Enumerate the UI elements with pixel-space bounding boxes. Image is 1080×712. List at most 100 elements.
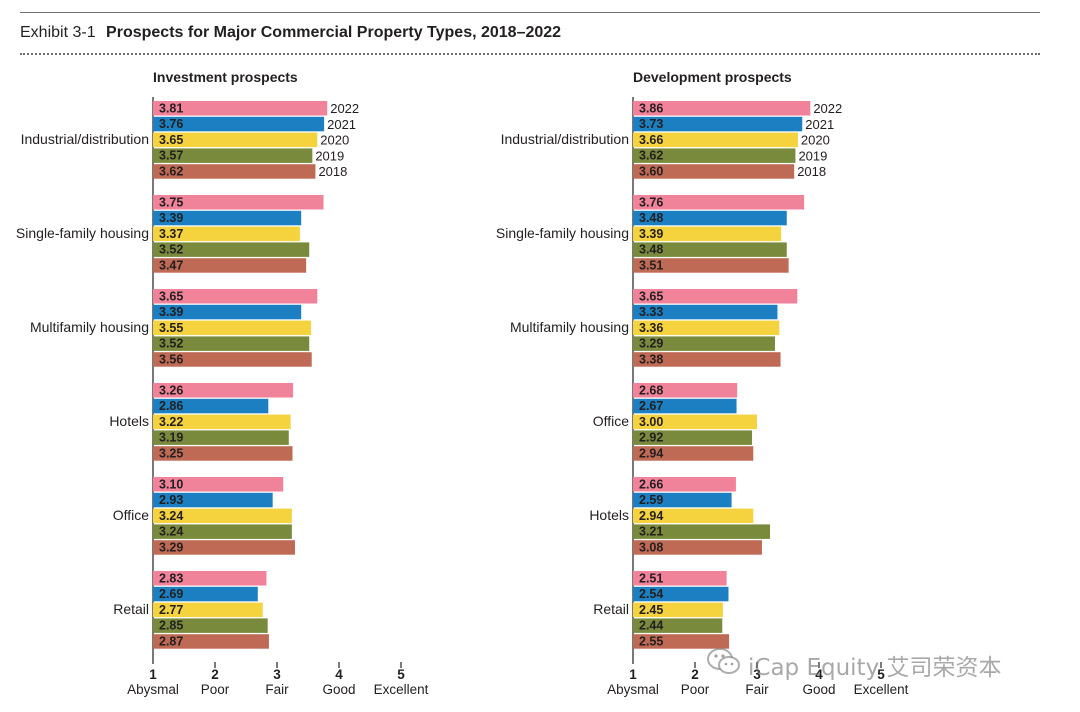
bar-value-label: 2.94 — [639, 509, 663, 523]
x-tick-word: Fair — [265, 682, 289, 697]
bar-2019 — [633, 336, 775, 351]
bar-2020 — [633, 320, 780, 336]
bar-value-label: 3.21 — [639, 525, 663, 539]
bar-2018 — [153, 540, 295, 555]
bar-value-label: 3.48 — [639, 211, 663, 225]
bar-value-label: 2.44 — [639, 619, 663, 633]
category-label: Retail — [593, 601, 629, 617]
bar-value-label: 3.76 — [159, 117, 183, 131]
bar-value-label: 2.77 — [159, 603, 183, 617]
x-tick-number: 5 — [877, 667, 885, 682]
bar-2021 — [633, 116, 803, 132]
year-label: 2020 — [320, 133, 349, 148]
x-tick-number: 4 — [335, 667, 343, 682]
bar-value-label: 2.94 — [639, 447, 663, 461]
category-label: Office — [113, 507, 150, 523]
bar-value-label: 2.59 — [639, 493, 663, 507]
bar-2021 — [153, 492, 273, 508]
bar-value-label: 3.29 — [159, 541, 183, 555]
bar-value-label: 2.45 — [639, 603, 663, 617]
bar-2021 — [633, 210, 787, 226]
bar-2022 — [633, 101, 811, 116]
x-tick-number: 2 — [211, 667, 219, 682]
x-tick-word: Good — [322, 682, 355, 697]
x-tick-word: Excellent — [374, 682, 429, 697]
bar-value-label: 3.65 — [639, 289, 663, 303]
bar-2018 — [633, 446, 754, 461]
category-label: Industrial/distribution — [501, 131, 629, 147]
bar-value-label: 3.51 — [639, 259, 663, 273]
x-tick-word: Fair — [745, 682, 769, 697]
category-label: Hotels — [589, 507, 629, 523]
year-label: 2021 — [805, 117, 834, 132]
category-label: Multifamily housing — [510, 319, 629, 335]
bar-2018 — [153, 258, 307, 273]
top-rule — [20, 12, 1040, 13]
x-tick-word: Poor — [201, 682, 230, 697]
bar-value-label: 2.67 — [639, 399, 663, 413]
bar-value-label: 3.60 — [639, 165, 663, 179]
x-tick-number: 3 — [273, 667, 281, 682]
bar-value-label: 2.93 — [159, 493, 183, 507]
bar-2021 — [153, 116, 325, 132]
bar-2018 — [153, 352, 312, 367]
bar-2019 — [153, 524, 292, 539]
bar-value-label: 2.85 — [159, 619, 183, 633]
year-label: 2022 — [330, 101, 359, 116]
bar-value-label: 3.39 — [639, 227, 663, 241]
bar-value-label: 3.33 — [639, 305, 663, 319]
year-label: 2019 — [798, 148, 827, 163]
category-label: Industrial/distribution — [21, 131, 149, 147]
bar-value-label: 3.66 — [639, 133, 663, 147]
bar-2020 — [153, 132, 318, 148]
bar-value-label: 2.68 — [639, 383, 663, 397]
bar-value-label: 3.76 — [639, 195, 663, 209]
bar-2020 — [153, 226, 300, 242]
bar-value-label: 2.83 — [159, 571, 183, 585]
bar-2019 — [633, 148, 796, 163]
bar-2022 — [153, 195, 324, 210]
exhibit-label: Exhibit 3-1 — [20, 24, 96, 41]
bar-2019 — [153, 242, 310, 257]
bar-value-label: 3.37 — [159, 227, 183, 241]
bar-2022 — [153, 477, 284, 492]
category-label: Multifamily housing — [30, 319, 149, 335]
bar-2021 — [153, 586, 258, 602]
bar-2022 — [153, 571, 267, 586]
bar-value-label: 3.62 — [159, 165, 183, 179]
bar-2019 — [633, 430, 753, 445]
bar-2021 — [633, 492, 732, 508]
bar-value-label: 2.92 — [639, 431, 663, 445]
bar-2018 — [153, 634, 269, 649]
bar-2021 — [153, 304, 302, 320]
bar-2022 — [633, 289, 798, 304]
bar-value-label: 2.51 — [639, 571, 663, 585]
bar-value-label: 2.69 — [159, 587, 183, 601]
bar-value-label: 3.38 — [639, 353, 663, 367]
bar-2020 — [153, 414, 291, 430]
year-label: 2022 — [813, 101, 842, 116]
bar-value-label: 3.65 — [159, 133, 183, 147]
bar-value-label: 3.26 — [159, 383, 183, 397]
bar-value-label: 3.55 — [159, 321, 183, 335]
bar-2020 — [633, 414, 757, 430]
year-label: 2018 — [797, 164, 826, 179]
bar-2019 — [633, 618, 723, 633]
bar-2018 — [153, 446, 293, 461]
year-label: 2018 — [318, 164, 347, 179]
bar-value-label: 3.22 — [159, 415, 183, 429]
bar-2019 — [633, 524, 771, 539]
bar-2019 — [153, 336, 310, 351]
bar-value-label: 2.66 — [639, 477, 663, 491]
bar-value-label: 2.55 — [639, 635, 663, 649]
bar-value-label: 3.29 — [639, 337, 663, 351]
bar-value-label: 3.48 — [639, 243, 663, 257]
bar-value-label: 3.10 — [159, 477, 183, 491]
bar-2021 — [633, 398, 737, 414]
x-tick-number: 2 — [691, 667, 699, 682]
x-tick-number: 5 — [397, 667, 405, 682]
category-label: Retail — [113, 601, 149, 617]
bar-2020 — [633, 508, 754, 524]
bar-value-label: 3.62 — [639, 149, 663, 163]
